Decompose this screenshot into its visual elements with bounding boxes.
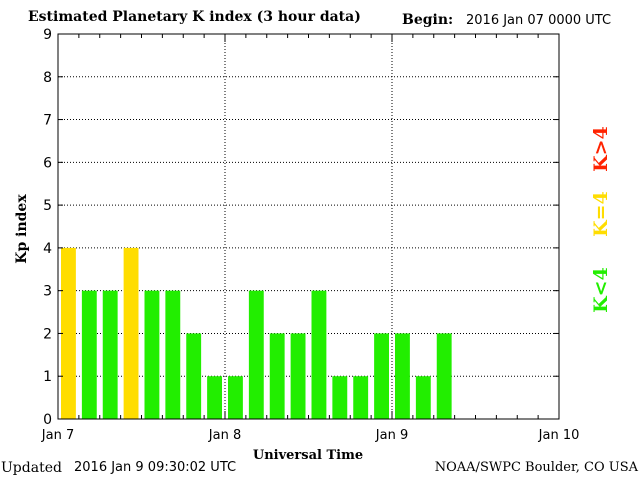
kp-bar <box>436 333 452 419</box>
legend-mid: K=4 <box>590 191 612 237</box>
kp-bar <box>332 376 348 419</box>
y-tick-label: 0 <box>43 412 52 428</box>
kp-bar <box>374 333 389 419</box>
kp-bar <box>81 290 97 419</box>
kp-bar <box>415 376 431 419</box>
kp-bar <box>207 376 222 419</box>
y-tick-label: 2 <box>43 326 52 342</box>
begin-value: 2016 Jan 07 0000 UTC <box>466 13 612 28</box>
legend-low: K<4 <box>590 267 612 313</box>
y-tick-label: 6 <box>43 155 52 171</box>
y-axis-label: Kp index <box>14 194 30 264</box>
kp-bar <box>228 376 243 419</box>
legend-high: K>4 <box>590 126 612 172</box>
kp-bar <box>123 247 139 419</box>
x-tick-label: Jan 7 <box>41 428 74 443</box>
kp-bar <box>290 333 306 419</box>
x-tick-label: Jan 10 <box>538 428 580 443</box>
y-tick-label: 3 <box>43 284 52 300</box>
x-tick-label: Jan 9 <box>375 428 408 443</box>
kp-bar <box>165 290 181 419</box>
x-axis-label: Universal Time <box>252 448 364 463</box>
y-tick-label: 9 <box>43 27 52 43</box>
y-tick-label: 7 <box>43 113 52 129</box>
x-tick-label: Jan 8 <box>208 428 241 443</box>
kp-bar <box>311 290 327 419</box>
credit-text: NOAA/SWPC Boulder, CO USA <box>434 460 638 475</box>
kp-bar <box>61 247 76 419</box>
kp-bar <box>269 333 285 419</box>
y-tick-label: 4 <box>43 241 52 257</box>
y-tick-label: 5 <box>43 198 52 214</box>
kp-bar <box>186 333 202 419</box>
chart-title: Estimated Planetary K index (3 hour data… <box>28 9 361 25</box>
updated-value: 2016 Jan 9 09:30:02 UTC <box>74 460 237 475</box>
kp-bar <box>248 290 264 419</box>
begin-label: Begin: <box>402 12 454 28</box>
kp-bar <box>144 290 160 419</box>
kp-bar <box>102 290 118 419</box>
y-tick-label: 1 <box>43 369 52 385</box>
y-tick-label: 8 <box>43 70 52 86</box>
kp-bar <box>395 333 410 419</box>
updated-label: Updated <box>1 460 62 476</box>
kp-bar <box>353 376 369 419</box>
